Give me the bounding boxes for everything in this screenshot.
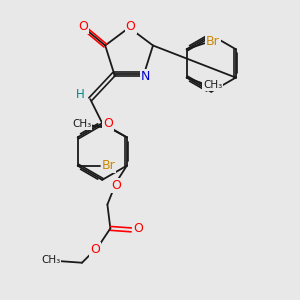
Text: Br: Br [101,159,115,172]
Text: O: O [133,222,143,235]
Text: Br: Br [206,35,220,48]
Text: H: H [76,88,84,101]
Text: O: O [103,117,113,130]
Text: N: N [141,70,150,83]
Text: O: O [111,179,121,192]
Text: O: O [90,243,100,256]
Text: O: O [78,20,88,34]
Text: O: O [126,20,136,33]
Text: CH₃: CH₃ [41,255,60,265]
Text: CH₃: CH₃ [203,80,222,90]
Text: CH₃: CH₃ [72,119,92,129]
